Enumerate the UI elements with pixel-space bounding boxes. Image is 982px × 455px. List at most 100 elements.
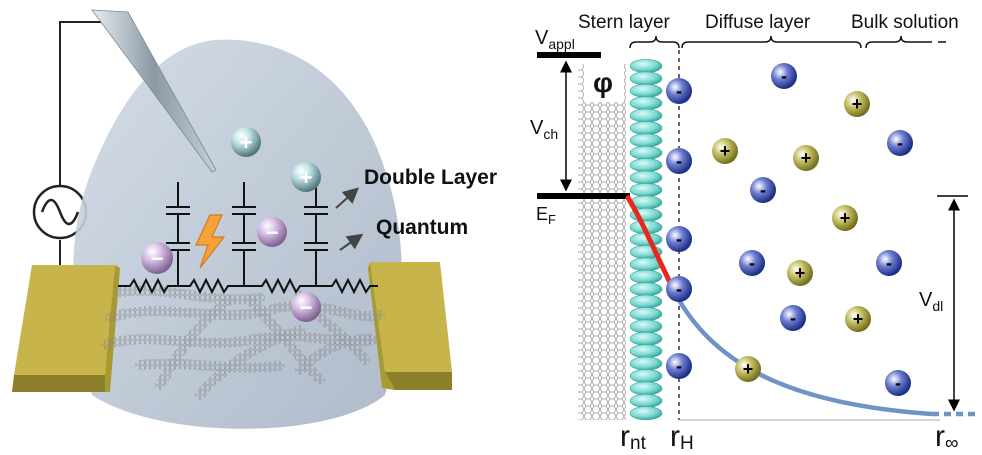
label-v-appl: Vappl: [535, 27, 575, 52]
svg-text:-: -: [676, 151, 682, 171]
svg-text:+: +: [240, 130, 253, 155]
anion-icon: -: [771, 63, 797, 89]
anion-icon: -: [780, 305, 806, 331]
anion-icon: -: [885, 370, 911, 396]
cation-icon: +: [787, 260, 813, 286]
label-double-layer: Double Layer: [364, 166, 497, 189]
stern-ion-ellipse: [629, 71, 663, 86]
stern-ion-ellipse: [629, 269, 663, 284]
stern-ion-ellipse: [629, 133, 663, 148]
svg-text:+: +: [743, 359, 754, 379]
svg-text:+: +: [720, 141, 731, 161]
cation-icon: +: [735, 356, 761, 382]
svg-text:-: -: [676, 81, 682, 101]
svg-text:-: -: [886, 253, 892, 273]
label-r-h: rH: [670, 420, 694, 450]
anion-sphere: −: [257, 217, 287, 247]
stern-ion-ellipse: [629, 319, 663, 334]
cation-icon: +: [845, 306, 871, 332]
svg-text:-: -: [676, 356, 682, 376]
region-brackets: [629, 35, 924, 49]
svg-text:+: +: [853, 309, 864, 329]
equivalent-circuit: [118, 182, 378, 295]
svg-text:-: -: [895, 373, 901, 393]
electrolyte-droplet: [73, 39, 402, 429]
potential-curve-diffuse: [677, 298, 933, 417]
label-stern-layer: Stern layer: [578, 12, 671, 33]
phi-box: [584, 62, 624, 102]
anion-icon: -: [666, 78, 692, 104]
anion-icon: -: [739, 250, 765, 276]
stern-ion-ellipse: [629, 356, 663, 371]
label-r-infinity: r∞: [935, 420, 959, 450]
anion-icon: -: [666, 276, 692, 302]
svg-text:-: -: [790, 308, 796, 328]
cation-sphere: +: [291, 162, 321, 192]
left-electrode: [12, 265, 120, 392]
stern-ion-ellipse: [629, 393, 663, 408]
phi-symbol: φ: [593, 67, 613, 98]
svg-text:-: -: [897, 133, 903, 153]
stern-ion-ellipse: [629, 59, 663, 73]
nanotube-wall: [578, 64, 626, 420]
label-v-ch: Vch: [530, 117, 558, 142]
right-electrode: [368, 262, 452, 390]
pipette-tip: [91, 9, 217, 173]
stern-ion-ellipse: [629, 83, 663, 98]
anion-icon: -: [876, 250, 902, 276]
stern-ion-ellipse: [629, 158, 663, 173]
stern-ion-ellipse: [629, 307, 663, 321]
svg-text:+: +: [300, 165, 313, 190]
svg-text:+: +: [795, 263, 806, 283]
label-e-f: EF: [536, 204, 556, 227]
stern-ion-ellipse: [629, 294, 663, 309]
diffuse-layer-ions: - - - - - - - - - - - - + + + + + + +: [666, 63, 913, 396]
label-quantum: Quantum: [376, 216, 468, 239]
svg-text:+: +: [852, 94, 863, 114]
anion-icon: -: [750, 177, 776, 203]
label-diffuse-layer: Diffuse layer: [705, 12, 811, 33]
label-r-nt: rnt: [620, 420, 647, 450]
anion-sphere: −: [141, 242, 173, 274]
label-v-dl: Vdl: [919, 289, 943, 314]
left-panel: + + − − − Double Layer Quantum: [12, 9, 497, 429]
svg-text:-: -: [676, 229, 682, 249]
cation-icon: +: [844, 91, 870, 117]
anion-icon: -: [666, 226, 692, 252]
svg-text:-: -: [760, 180, 766, 200]
cation-icon: +: [712, 138, 738, 164]
stern-ion-ellipse: [629, 96, 663, 111]
cation-sphere: +: [231, 127, 261, 157]
svg-text:−: −: [151, 246, 164, 271]
double-layer-arrow: [335, 187, 359, 209]
anion-sphere: −: [291, 292, 321, 322]
anion-icon: -: [666, 148, 692, 174]
stern-ion-ellipse: [629, 369, 663, 383]
cation-icon: +: [832, 205, 858, 231]
v-appl-bar: [537, 52, 601, 58]
stern-ion-ellipse: [629, 406, 663, 421]
svg-text:+: +: [801, 148, 812, 168]
cation-icon: +: [793, 145, 819, 171]
stern-ion-ellipse: [629, 183, 663, 197]
stern-ion-ellipse: [629, 344, 663, 359]
stern-ion-ellipse: [629, 170, 663, 185]
stern-layer-ions: [629, 59, 663, 421]
stern-ion-ellipse: [629, 331, 663, 346]
stern-ion-ellipse: [629, 381, 663, 396]
stern-ion-ellipse: [629, 145, 663, 160]
quantum-arrow: [339, 233, 364, 251]
svg-text:−: −: [266, 220, 279, 245]
svg-text:+: +: [840, 208, 851, 228]
stern-ion-ellipse: [629, 108, 663, 123]
anion-icon: -: [887, 130, 913, 156]
svg-text:−: −: [300, 295, 313, 320]
fermi-level-bar: [537, 193, 630, 199]
stern-ion-ellipse: [629, 121, 663, 135]
svg-text:-: -: [749, 253, 755, 273]
right-panel: Stern layer Diffuse layer Bulk solution …: [530, 12, 975, 454]
lightning-icon: [195, 214, 226, 269]
stern-ion-ellipse: [629, 282, 663, 297]
